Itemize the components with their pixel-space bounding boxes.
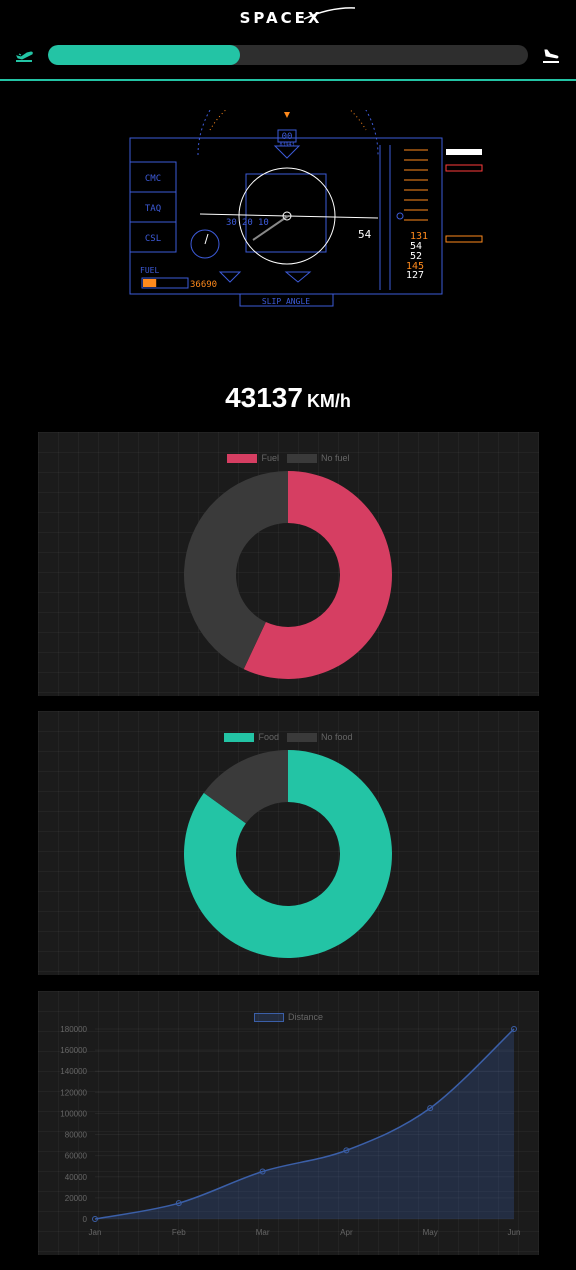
fuel-value: 36690 (190, 280, 217, 290)
x-tick-label: Feb (172, 1228, 186, 1237)
x-tick-label: Apr (340, 1228, 353, 1237)
distance-series-line (94, 1028, 515, 1220)
heading-value: 00 (282, 132, 293, 142)
y-tick-label: 160000 (60, 1046, 87, 1055)
y-tick-label: 80000 (65, 1131, 88, 1140)
mission-progress (0, 40, 576, 72)
distance-data-point[interactable] (511, 1026, 517, 1032)
food-chart-panel: Food No food (38, 711, 539, 975)
legend-label-distance: Distance (287, 1012, 323, 1022)
y-tick-label: 60000 (65, 1152, 88, 1161)
fuel-chart-panel: Fuel No fuel (38, 432, 539, 696)
legend-item-no-fuel[interactable]: No fuel (286, 453, 350, 463)
y-tick-label: 40000 (65, 1173, 88, 1182)
legend-item-food[interactable]: Food (224, 732, 279, 742)
airplane-landing-icon (543, 49, 559, 63)
food-slice-food[interactable] (184, 750, 392, 958)
distance-chart-legend: Distance (38, 1012, 539, 1022)
y-tick-label: 140000 (60, 1067, 87, 1076)
fuel-slice-no-fuel[interactable] (184, 471, 288, 670)
heading-sub-value: 83943 (279, 142, 294, 148)
distance-data-point[interactable] (343, 1147, 350, 1154)
distance-data-point[interactable] (175, 1200, 182, 1207)
legend-label-food: Food (258, 732, 279, 742)
pitch-tick-30: 30 (226, 218, 237, 228)
y-tick-label: 0 (83, 1215, 88, 1224)
y-tick-label: 20000 (65, 1194, 88, 1203)
food-slice-no-food[interactable] (203, 750, 288, 824)
fuel-label: FUEL (140, 266, 159, 275)
legend-label-no-fuel: No fuel (320, 453, 350, 463)
distance-chart-panel: Distance 180000 160000 140000 120000 100000 8… (38, 991, 539, 1255)
legend-swatch-no-fuel (286, 453, 317, 463)
legend-item-distance[interactable]: Distance (253, 1012, 323, 1022)
distance-data-point[interactable] (259, 1168, 266, 1175)
distance-line-chart: 180000 160000 140000 120000 100000 80000 60000… (60, 1025, 521, 1237)
legend-swatch-distance (253, 1012, 284, 1022)
speed-unit: KM/h (306, 391, 351, 411)
csl-button[interactable]: CSL (145, 234, 161, 244)
legend-item-fuel[interactable]: Fuel (227, 453, 279, 463)
progress-bar (48, 45, 528, 65)
distance-data-point[interactable] (427, 1105, 434, 1112)
legend-swatch-no-food (286, 732, 317, 742)
speed-value: 43137 (225, 382, 303, 413)
airplane-takeoff-icon (16, 51, 33, 62)
pitch-tick-20: 20 (242, 218, 253, 228)
cmc-button[interactable]: CMC (145, 174, 161, 184)
flight-hud: CMC TAQ CSL FUEL 36690 00 83943 30 20 10… (129, 110, 483, 307)
x-tick-label: Jun (508, 1228, 521, 1237)
altitude-value: 54 (358, 228, 372, 241)
legend-swatch-food (224, 732, 255, 742)
taq-button[interactable]: TAQ (145, 204, 161, 214)
y-tick-label: 120000 (60, 1088, 87, 1097)
y-tick-label: 180000 (60, 1025, 87, 1034)
slip-angle-label: SLIP ANGLE (262, 297, 310, 306)
legend-label-no-food: No food (320, 732, 353, 742)
progress-bar-fill (48, 45, 240, 65)
legend-swatch-fuel (227, 453, 258, 463)
spacex-logo: SPACEX (0, 0, 576, 36)
distance-data-point[interactable] (92, 1216, 98, 1222)
y-tick-label: 100000 (60, 1109, 87, 1118)
tape-value-1: 131 (410, 231, 428, 242)
fuel-donut-chart (184, 471, 392, 679)
fuel-slice-fuel[interactable] (243, 471, 392, 679)
food-chart-legend: Food No food (38, 732, 539, 742)
tape-value-3: 52 (410, 251, 422, 262)
speed-readout: 43137 KM/h (0, 382, 576, 414)
x-tick-label: Mar (256, 1228, 270, 1237)
logo-text: SPACEX (239, 9, 323, 27)
legend-item-no-food[interactable]: No food (286, 732, 353, 742)
food-donut-chart (184, 750, 392, 958)
distance-area-fill (95, 1029, 514, 1219)
legend-label-fuel: Fuel (261, 453, 279, 463)
tape-value-4: 145 (406, 261, 424, 272)
header-divider (0, 79, 576, 81)
tape-value-5: 127 (406, 270, 424, 281)
x-tick-label: Jan (89, 1228, 102, 1237)
pitch-tick-10: 10 (258, 218, 269, 228)
logo-swoosh-icon (303, 7, 356, 20)
fuel-chart-legend: Fuel No fuel (38, 453, 539, 463)
tape-value-2: 54 (410, 241, 422, 252)
x-tick-label: May (423, 1228, 438, 1237)
